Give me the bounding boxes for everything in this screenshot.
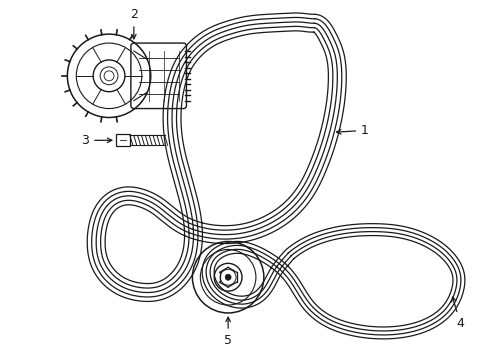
Text: 5: 5	[224, 317, 232, 347]
Text: 1: 1	[336, 124, 368, 137]
Text: 3: 3	[81, 134, 112, 147]
Text: 2: 2	[130, 8, 138, 39]
Bar	[116, 134, 130, 146]
Circle shape	[224, 274, 231, 280]
Text: 4: 4	[451, 297, 463, 330]
